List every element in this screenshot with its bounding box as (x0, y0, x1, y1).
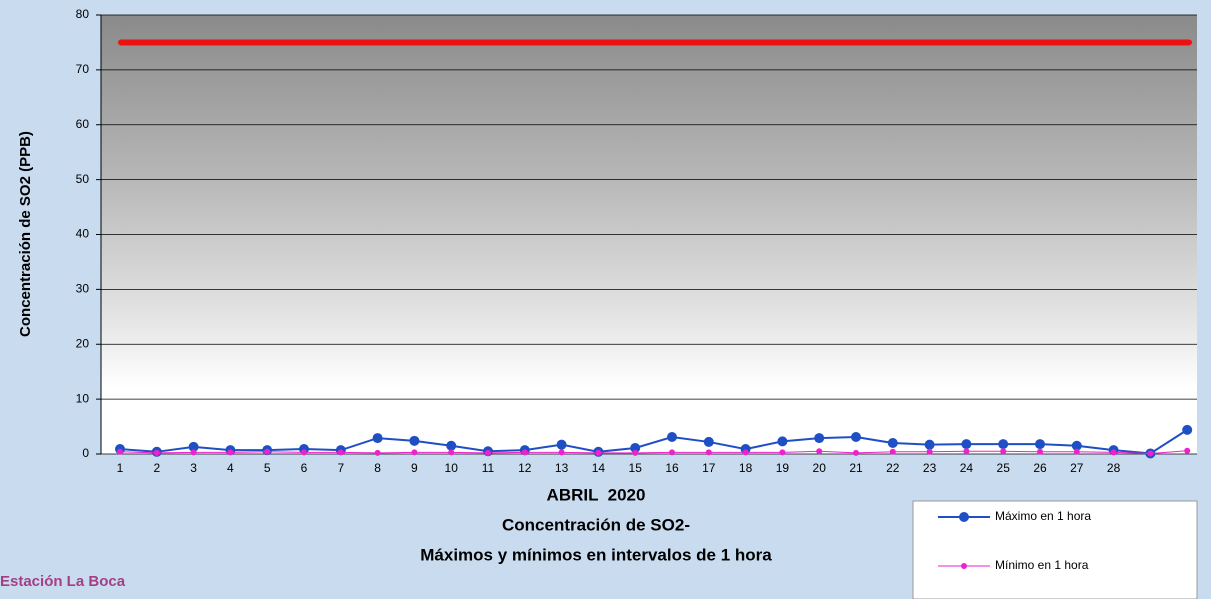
y-tick-label: 40 (76, 227, 90, 241)
data-point (1035, 439, 1045, 450)
data-point (485, 449, 491, 456)
x-tick-label: 22 (886, 461, 900, 475)
data-point (521, 449, 528, 456)
x-tick-label: 3 (190, 461, 197, 475)
data-point (372, 433, 383, 444)
y-axis-label: Concentración de SO2 (PPB) (17, 131, 34, 337)
y-tick-label: 20 (76, 336, 90, 350)
data-point (374, 449, 381, 456)
data-point (1110, 449, 1117, 456)
data-point (963, 448, 970, 455)
x-tick-label: 8 (374, 461, 381, 475)
data-point (558, 449, 565, 456)
station-label: Estación La Boca (0, 573, 126, 590)
legend-marker (959, 512, 969, 522)
x-tick-label: 13 (555, 461, 569, 475)
y-tick-label: 60 (76, 117, 90, 131)
x-tick-label: 27 (1070, 461, 1084, 475)
data-point (630, 442, 641, 453)
legend-marker (961, 563, 967, 569)
x-tick-label: 14 (592, 461, 606, 475)
data-point (779, 449, 786, 456)
data-point (926, 448, 933, 455)
data-point (814, 433, 825, 444)
data-point (851, 431, 861, 442)
data-point (411, 449, 418, 456)
x-tick-label: 24 (960, 461, 974, 475)
data-point (853, 449, 859, 456)
x-tick-label: 20 (813, 461, 827, 475)
x-tick-label: 11 (482, 461, 495, 475)
data-point (1073, 448, 1080, 455)
x-tick-label: 4 (227, 461, 234, 475)
legend-label: Máximo en 1 hora (995, 509, 1091, 523)
data-point (669, 449, 675, 456)
x-tick-label: 15 (629, 461, 643, 475)
data-point (816, 448, 823, 455)
data-point (1147, 450, 1154, 457)
x-tick-label: 2 (153, 461, 160, 475)
series-line (119, 450, 1188, 454)
data-point (1000, 448, 1007, 455)
x-tick-label: 16 (665, 461, 679, 475)
x-tick-label: 6 (301, 461, 308, 475)
data-point (742, 449, 749, 456)
x-tick-label: 17 (702, 461, 716, 475)
data-point (190, 449, 197, 456)
y-tick-label: 70 (76, 62, 90, 76)
data-point (1182, 424, 1193, 435)
x-tick-label: 21 (849, 461, 863, 475)
x-tick-label: 7 (337, 461, 344, 475)
x-tick-label: 23 (923, 461, 937, 475)
y-tick-label: 10 (76, 391, 90, 405)
x-tick-label: 12 (518, 461, 532, 475)
data-point (227, 449, 234, 456)
data-point (448, 449, 455, 456)
x-tick-label: 5 (264, 461, 271, 475)
data-point (887, 438, 898, 449)
data-point (117, 448, 123, 455)
data-point (1184, 447, 1191, 454)
data-point (705, 449, 712, 456)
data-point (632, 449, 639, 456)
data-point (1037, 448, 1043, 455)
x-axis-label: ABRIL 2020 (547, 485, 646, 504)
x-tick-label: 1 (117, 461, 124, 475)
y-tick-label: 50 (76, 172, 90, 186)
y-tick-label: 30 (76, 282, 90, 296)
x-tick-label: 18 (739, 461, 753, 475)
data-point (924, 439, 935, 450)
chart-title: Concentración de SO2- (502, 515, 690, 534)
data-point (301, 449, 307, 456)
x-tick-label: 25 (997, 461, 1011, 475)
x-tick-label: 10 (445, 461, 459, 475)
y-tick-label: 0 (82, 446, 89, 460)
data-point (667, 431, 677, 442)
data-point (446, 440, 457, 451)
data-point (556, 439, 567, 450)
data-point (188, 441, 199, 452)
data-point (703, 436, 714, 447)
data-point (889, 448, 896, 455)
data-point (409, 435, 420, 446)
legend-label: Mínimo en 1 hora (995, 558, 1089, 572)
data-point (337, 449, 344, 456)
x-tick-label: 26 (1033, 461, 1047, 475)
data-point (595, 449, 602, 456)
y-tick-label: 80 (76, 7, 90, 21)
x-tick-label: 19 (776, 461, 790, 475)
data-point (153, 449, 160, 456)
data-point (264, 448, 271, 455)
data-point (961, 439, 972, 450)
x-tick-label: 9 (411, 461, 418, 475)
x-tick-label: 28 (1107, 461, 1121, 475)
chart-subtitle: Máximos y mínimos en intervalos de 1 hor… (420, 545, 772, 564)
data-point (998, 439, 1009, 450)
data-point (1071, 440, 1082, 451)
series-line (119, 429, 1188, 455)
data-point (777, 436, 788, 447)
